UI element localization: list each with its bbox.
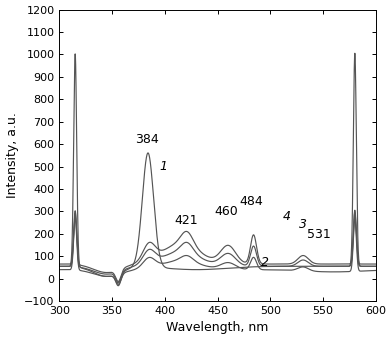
X-axis label: Wavelength, nm: Wavelength, nm (167, 321, 269, 335)
Text: 3: 3 (299, 218, 307, 231)
Text: 484: 484 (240, 195, 263, 208)
Y-axis label: Intensity, a.u.: Intensity, a.u. (5, 112, 18, 198)
Text: 2: 2 (261, 256, 269, 269)
Text: 384: 384 (135, 133, 159, 146)
Text: 4: 4 (283, 210, 291, 223)
Text: 531: 531 (307, 228, 331, 241)
Text: 460: 460 (214, 205, 238, 218)
Text: 421: 421 (174, 214, 198, 227)
Text: 1: 1 (160, 160, 168, 173)
